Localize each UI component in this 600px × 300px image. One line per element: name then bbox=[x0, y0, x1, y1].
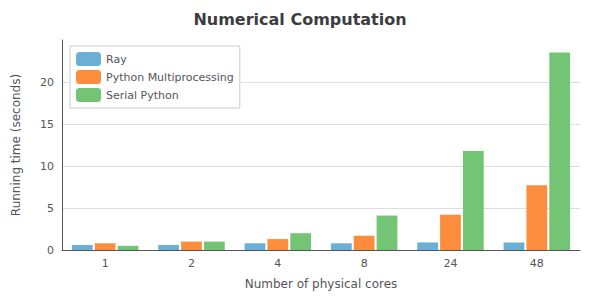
svg-text:Running time (seconds): Running time (seconds) bbox=[9, 74, 23, 216]
svg-text:15: 15 bbox=[40, 118, 54, 131]
svg-text:4: 4 bbox=[274, 257, 281, 270]
svg-text:0: 0 bbox=[47, 244, 54, 257]
svg-text:Python Multiprocessing: Python Multiprocessing bbox=[106, 71, 234, 84]
svg-text:Ray: Ray bbox=[106, 53, 127, 66]
svg-text:5: 5 bbox=[47, 202, 54, 215]
svg-text:Serial Python: Serial Python bbox=[106, 89, 179, 102]
svg-text:8: 8 bbox=[361, 257, 368, 270]
svg-text:10: 10 bbox=[40, 160, 54, 173]
svg-text:20: 20 bbox=[40, 76, 54, 89]
svg-text:24: 24 bbox=[444, 257, 458, 270]
svg-text:Numerical Computation: Numerical Computation bbox=[193, 10, 406, 29]
svg-text:2: 2 bbox=[188, 257, 195, 270]
svg-text:48: 48 bbox=[530, 257, 544, 270]
svg-text:1: 1 bbox=[102, 257, 109, 270]
svg-text:Number of physical cores: Number of physical cores bbox=[245, 277, 398, 291]
